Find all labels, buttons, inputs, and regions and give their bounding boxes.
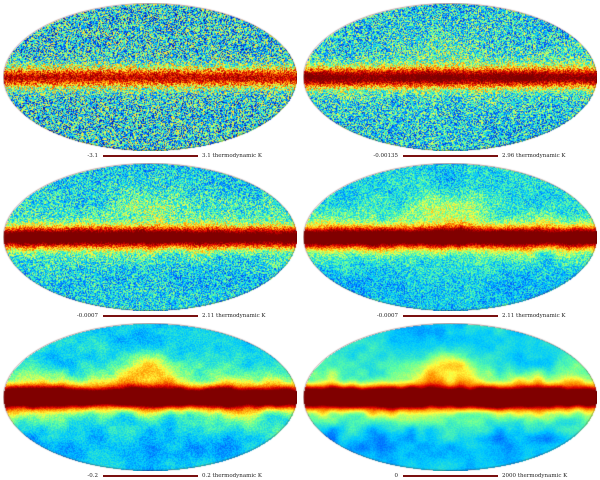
scale-min-label: -0.0007 xyxy=(76,313,98,319)
scale-min-label: -0.00135 xyxy=(373,153,398,159)
scale-bar-line xyxy=(403,475,498,477)
color-scale-6: 0 2000 thermodynamic K xyxy=(300,472,600,480)
color-scale-2: -0.00135 2.96 thermodynamic K xyxy=(300,152,600,160)
scale-min-label: -0.2 xyxy=(87,473,98,479)
scale-bar-line xyxy=(103,475,198,477)
scale-bar-line xyxy=(403,155,498,157)
sky-map-6 xyxy=(303,323,597,471)
color-scale-1: -3.1 3.1 thermodynamic K xyxy=(0,152,300,160)
sky-map-panel-2: -0.00135 2.96 thermodynamic K xyxy=(300,0,600,160)
sky-map-panel-1: -3.1 3.1 thermodynamic K xyxy=(0,0,300,160)
sky-map-2 xyxy=(303,3,597,151)
sky-map-panel-3: -0.0007 2.11 thermodynamic K xyxy=(0,160,300,320)
color-scale-4: -0.0007 2.11 thermodynamic K xyxy=(300,312,600,320)
color-scale-3: -0.0007 2.11 thermodynamic K xyxy=(0,312,300,320)
scale-bar-line xyxy=(103,155,198,157)
sky-map-1 xyxy=(3,3,297,151)
sky-map-3 xyxy=(3,163,297,311)
scale-min-label: -3.1 xyxy=(87,153,98,159)
sky-map-panel-4: -0.0007 2.11 thermodynamic K xyxy=(300,160,600,320)
sky-map-panel-5: -0.2 0.2 thermodynamic K xyxy=(0,320,300,480)
sky-map-4 xyxy=(303,163,597,311)
scale-max-label: 2.96 thermodynamic K xyxy=(502,153,566,159)
scale-max-label: 3.1 thermodynamic K xyxy=(202,153,263,159)
sky-map-panel-6: 0 2000 thermodynamic K xyxy=(300,320,600,480)
scale-max-label: 2.11 thermodynamic K xyxy=(202,313,266,319)
scale-max-label: 0.2 thermodynamic K xyxy=(202,473,263,479)
color-scale-5: -0.2 0.2 thermodynamic K xyxy=(0,472,300,480)
scale-min-label: 0 xyxy=(394,473,399,479)
sky-map-5 xyxy=(3,323,297,471)
scale-max-label: 2000 thermodynamic K xyxy=(502,473,568,479)
scale-bar-line xyxy=(403,315,498,317)
scale-bar-line xyxy=(103,315,198,317)
scale-max-label: 2.11 thermodynamic K xyxy=(502,313,566,319)
scale-min-label: -0.0007 xyxy=(376,313,398,319)
